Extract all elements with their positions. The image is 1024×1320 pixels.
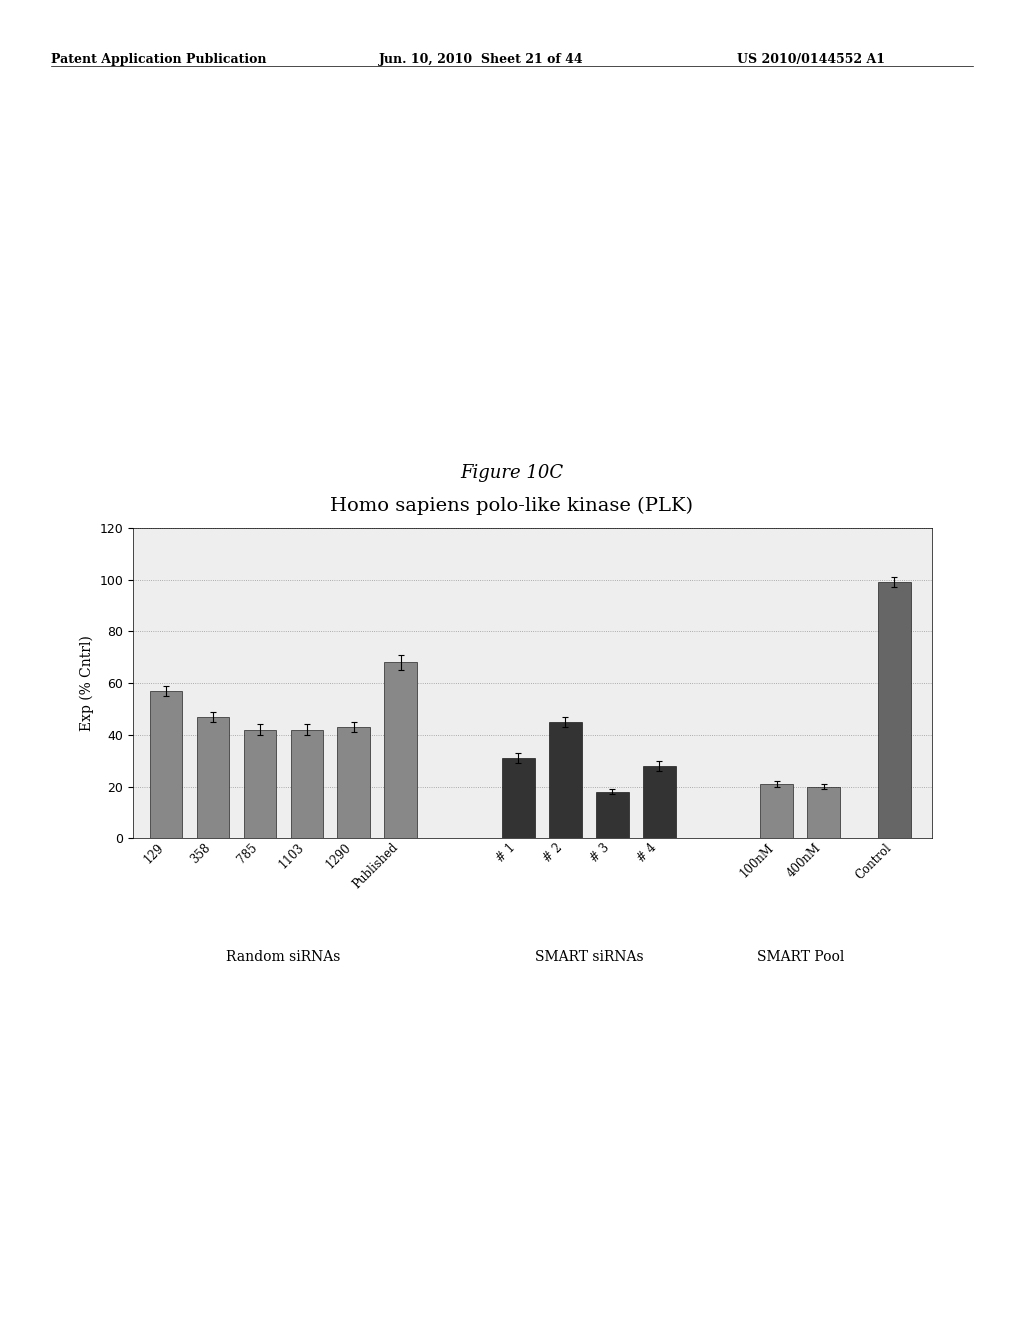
Bar	[502, 758, 535, 838]
Text: US 2010/0144552 A1: US 2010/0144552 A1	[737, 53, 886, 66]
Bar	[761, 784, 794, 838]
Bar	[807, 787, 841, 838]
Bar	[244, 730, 276, 838]
Bar	[643, 766, 676, 838]
Bar	[384, 663, 418, 838]
Text: Figure 10C: Figure 10C	[461, 463, 563, 482]
Text: Jun. 10, 2010  Sheet 21 of 44: Jun. 10, 2010 Sheet 21 of 44	[379, 53, 584, 66]
Bar	[197, 717, 229, 838]
Text: Homo sapiens polo-like kinase (PLK): Homo sapiens polo-like kinase (PLK)	[331, 496, 693, 515]
Text: SMART siRNAs: SMART siRNAs	[535, 950, 643, 965]
Bar	[338, 727, 371, 838]
Bar	[150, 690, 182, 838]
Text: Random siRNAs: Random siRNAs	[226, 950, 341, 965]
Text: Patent Application Publication: Patent Application Publication	[51, 53, 266, 66]
Bar	[878, 582, 910, 838]
Bar	[596, 792, 629, 838]
Bar	[549, 722, 582, 838]
Text: SMART Pool: SMART Pool	[757, 950, 844, 965]
Bar	[291, 730, 324, 838]
Y-axis label: Exp (% Cntrl): Exp (% Cntrl)	[80, 635, 94, 731]
